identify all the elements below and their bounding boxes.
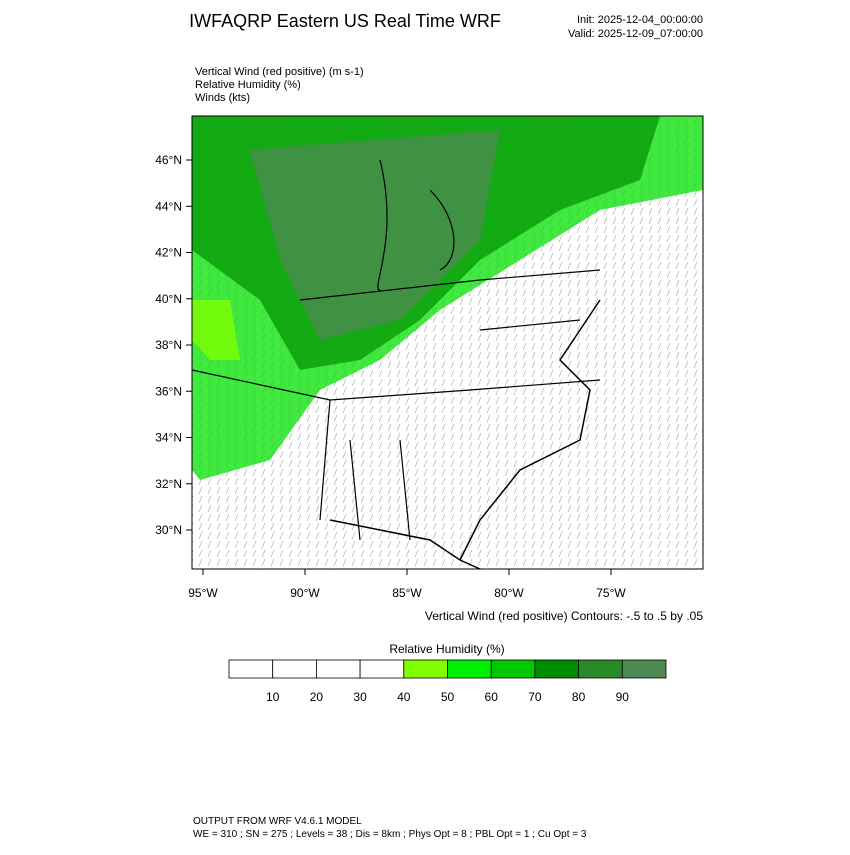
colorbar-tick-label: 90: [616, 690, 630, 704]
lat-label: 44°N: [155, 199, 182, 213]
field-label: Relative Humidity (%): [195, 79, 301, 91]
init-time: Init: 2025-12-04_00:00:00: [577, 14, 703, 26]
footer-line: OUTPUT FROM WRF V4.6.1 MODEL: [193, 816, 362, 827]
lat-label: 36°N: [155, 384, 182, 398]
colorbar-title: Relative Humidity (%): [389, 642, 504, 656]
colorbar-cell: [403, 659, 448, 679]
colorbar-tick-label: 20: [310, 690, 324, 704]
colorbar-cell: [359, 659, 405, 679]
colorbar-tick-label: 80: [572, 690, 586, 704]
colorbar-tick-label: 60: [485, 690, 499, 704]
lat-label: 30°N: [155, 523, 182, 537]
lat-label: 38°N: [155, 338, 182, 352]
colorbar-cell: [315, 659, 361, 679]
lat-label: 34°N: [155, 431, 182, 445]
colorbar-cell: [228, 659, 274, 679]
lon-label: 85°W: [392, 586, 422, 600]
colorbar-cell: [447, 659, 492, 679]
colorbar-cell: [621, 659, 667, 679]
colorbar-tick-label: 10: [266, 690, 280, 704]
contour-note: Vertical Wind (red positive) Contours: -…: [425, 609, 703, 623]
colorbar-cell: [490, 659, 536, 679]
valid-time: Valid: 2025-12-09_07:00:00: [568, 28, 703, 40]
lat-label: 46°N: [155, 153, 182, 167]
field-label: Winds (kts): [195, 92, 250, 104]
lon-label: 80°W: [494, 586, 524, 600]
lat-label: 32°N: [155, 477, 182, 491]
colorbar-cell: [534, 659, 580, 679]
colorbar-cell: [578, 659, 623, 679]
lat-label: 40°N: [155, 292, 182, 306]
colorbar-tick-label: 40: [397, 690, 411, 704]
lon-label: 95°W: [188, 586, 218, 600]
title: IWFAQRP Eastern US Real Time WRF: [189, 11, 501, 31]
footer-line: WE = 310 ; SN = 275 ; Levels = 38 ; Dis …: [193, 829, 587, 840]
lon-label: 90°W: [290, 586, 320, 600]
lon-label: 75°W: [596, 586, 626, 600]
colorbar-tick-label: 70: [528, 690, 542, 704]
colorbar-tick-label: 30: [353, 690, 367, 704]
colorbar-cell: [272, 659, 317, 679]
map: [191, 115, 704, 570]
lat-label: 42°N: [155, 246, 182, 260]
field-label: Vertical Wind (red positive) (m s-1): [195, 66, 364, 78]
colorbar-tick-label: 50: [441, 690, 455, 704]
